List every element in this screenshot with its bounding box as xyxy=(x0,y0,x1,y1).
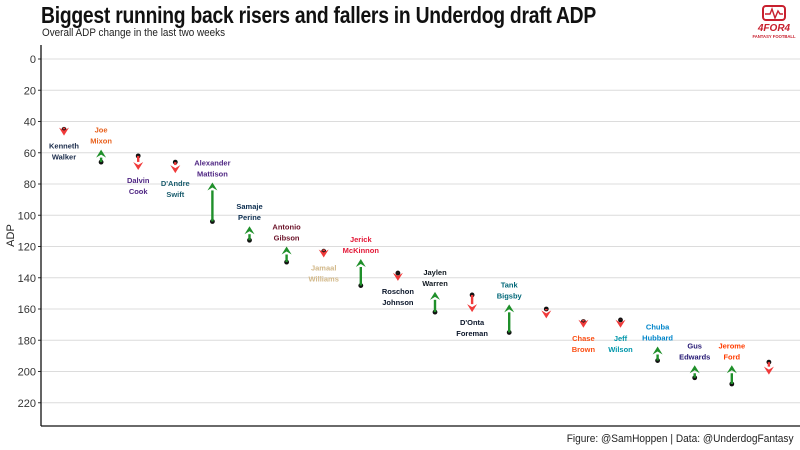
adp-change-arrowhead xyxy=(207,182,218,191)
adp-change-arrowhead xyxy=(355,259,366,267)
player-label: Jerick McKinnon xyxy=(343,235,380,255)
player-mark: Chase Brown xyxy=(572,319,596,354)
player-mark: Gus Edwards xyxy=(679,341,710,381)
y-tick-label: 0 xyxy=(30,54,36,66)
adp-change-arrowhead xyxy=(615,319,626,328)
player-mark: Roschon Johnson xyxy=(382,270,415,307)
player-mark: Antonio Gibson xyxy=(272,223,301,265)
player-label: Jerome Ford xyxy=(718,341,745,361)
player-label: Jamaal Williams xyxy=(309,263,339,283)
y-tick-label: 180 xyxy=(18,335,36,347)
y-tick-label: 220 xyxy=(18,398,36,410)
adp-change-arrowhead xyxy=(763,366,774,375)
adp-change-arrowhead xyxy=(504,304,515,313)
adp-change-arrowhead xyxy=(689,365,700,374)
adp-change-arrowhead xyxy=(541,310,552,319)
player-mark: Tank Bigsby xyxy=(497,280,523,335)
player-label: Jeff Wilson xyxy=(608,334,633,354)
adp-change-arrowhead xyxy=(170,165,181,174)
adp-change-arrowhead xyxy=(392,272,403,281)
player-mark: Samaje Perine xyxy=(236,202,263,243)
adp-change-arrowhead xyxy=(726,365,737,374)
player-mark: Jeff Wilson xyxy=(608,317,633,354)
adp-change-arrowhead xyxy=(59,127,69,136)
adp-change-arrowhead xyxy=(281,246,292,255)
y-tick-label: 120 xyxy=(18,242,36,254)
player-label: Samaje Perine xyxy=(236,202,262,222)
y-axis: 0 20 40 60 80 100 120 140 160 180 200 220 ADP xyxy=(5,45,800,427)
chart-marks: Kenneth Walker Joe Mixon Dalvin Cook D'Andre Sw… xyxy=(49,126,774,387)
adp-change-arrowhead xyxy=(467,304,478,313)
adp-change-arrowhead xyxy=(430,291,440,300)
player-label: D'Andre Swift xyxy=(161,179,190,199)
y-tick-label: 100 xyxy=(18,210,36,222)
player-label: Roschon Johnson xyxy=(382,287,415,307)
figure-caption: Figure: @SamHoppen | Data: @UnderdogFant… xyxy=(567,433,794,445)
brand-logo-icon: 4FOR4 FANTASY FOOTBALL xyxy=(752,5,796,39)
chart-title: Biggest running back risers and fallers … xyxy=(41,2,597,28)
player-mark: Chuba Hubbard xyxy=(642,323,673,363)
chart-subtitle: Overall ADP change in the last two weeks xyxy=(42,27,226,39)
player-mark: Joe Mixon xyxy=(90,126,112,165)
player-label: Chuba Hubbard xyxy=(642,323,673,343)
y-tick-label: 40 xyxy=(24,117,36,129)
adp-change-arrowhead xyxy=(96,149,107,158)
player-mark: Kenneth Walker xyxy=(49,126,79,162)
y-tick-label: 20 xyxy=(24,85,36,97)
adp-change-arrowhead xyxy=(652,346,663,355)
gridlines xyxy=(41,58,800,404)
y-tick-label: 80 xyxy=(24,179,36,191)
player-mark xyxy=(541,306,552,319)
player-label: Tank Bigsby xyxy=(497,280,523,300)
player-mark: D'Onta Foreman xyxy=(456,292,488,338)
logo-text: 4FOR4 xyxy=(757,23,791,34)
y-tick-label: 60 xyxy=(24,148,36,160)
adp-change-arrowhead xyxy=(244,226,255,235)
player-label: Dalvin Cook xyxy=(127,176,150,196)
player-mark: Jamaal Williams xyxy=(309,248,339,283)
player-mark: Jerick McKinnon xyxy=(343,235,380,288)
player-label: Jaylen Warren xyxy=(422,268,448,288)
player-mark: Alexander Mattison xyxy=(194,158,231,224)
y-tick-label: 200 xyxy=(18,367,36,379)
player-label: Antonio Gibson xyxy=(272,223,301,243)
player-mark xyxy=(763,359,774,375)
adp-change-arrowhead xyxy=(318,249,329,258)
adp-change-arrowhead xyxy=(578,319,589,328)
player-mark: Jaylen Warren xyxy=(422,268,448,315)
player-label: Chase Brown xyxy=(572,334,596,354)
player-mark: D'Andre Swift xyxy=(161,159,190,199)
player-mark: Jerome Ford xyxy=(718,341,745,387)
logo-subtext: FANTASY FOOTBALL xyxy=(752,34,796,39)
player-label: Alexander Mattison xyxy=(194,158,230,178)
y-axis-label: ADP xyxy=(5,224,17,247)
player-label: Joe Mixon xyxy=(90,126,112,146)
player-label: Kenneth Walker xyxy=(49,142,79,162)
y-tick-label: 140 xyxy=(18,273,36,285)
player-mark: Dalvin Cook xyxy=(127,153,150,196)
player-label: Gus Edwards xyxy=(679,341,710,361)
player-label: D'Onta Foreman xyxy=(456,318,488,338)
adp-change-arrowhead xyxy=(133,161,144,170)
y-tick-label: 160 xyxy=(18,304,36,316)
